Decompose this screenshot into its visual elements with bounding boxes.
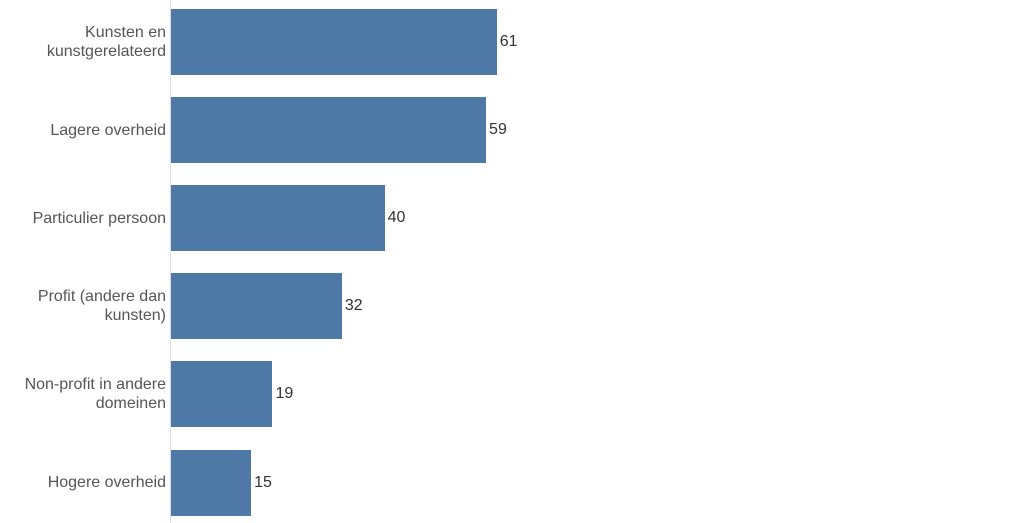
bar <box>171 273 342 340</box>
bar <box>171 361 273 428</box>
value-label: 32 <box>344 297 363 315</box>
category-label: Profit (andere dan kunsten) <box>37 288 166 325</box>
value-label: 15 <box>254 473 272 491</box>
value-label: 59 <box>489 121 507 139</box>
value-label: 61 <box>499 33 518 50</box>
bar <box>171 9 497 75</box>
category-label: Particulier persoon <box>32 209 166 227</box>
bar <box>171 185 385 252</box>
value-label: 19 <box>275 385 294 403</box>
value-label: 40 <box>387 209 406 227</box>
bar <box>171 97 487 164</box>
category-label: Lagere overheid <box>50 121 166 139</box>
category-label: Non-profit in andere domeinen <box>24 376 166 413</box>
category-label: Hogere overheid <box>47 474 166 491</box>
bar <box>171 449 252 516</box>
axis-line <box>170 0 171 523</box>
category-label: Kunsten en kunstgerelateerd <box>46 24 166 60</box>
